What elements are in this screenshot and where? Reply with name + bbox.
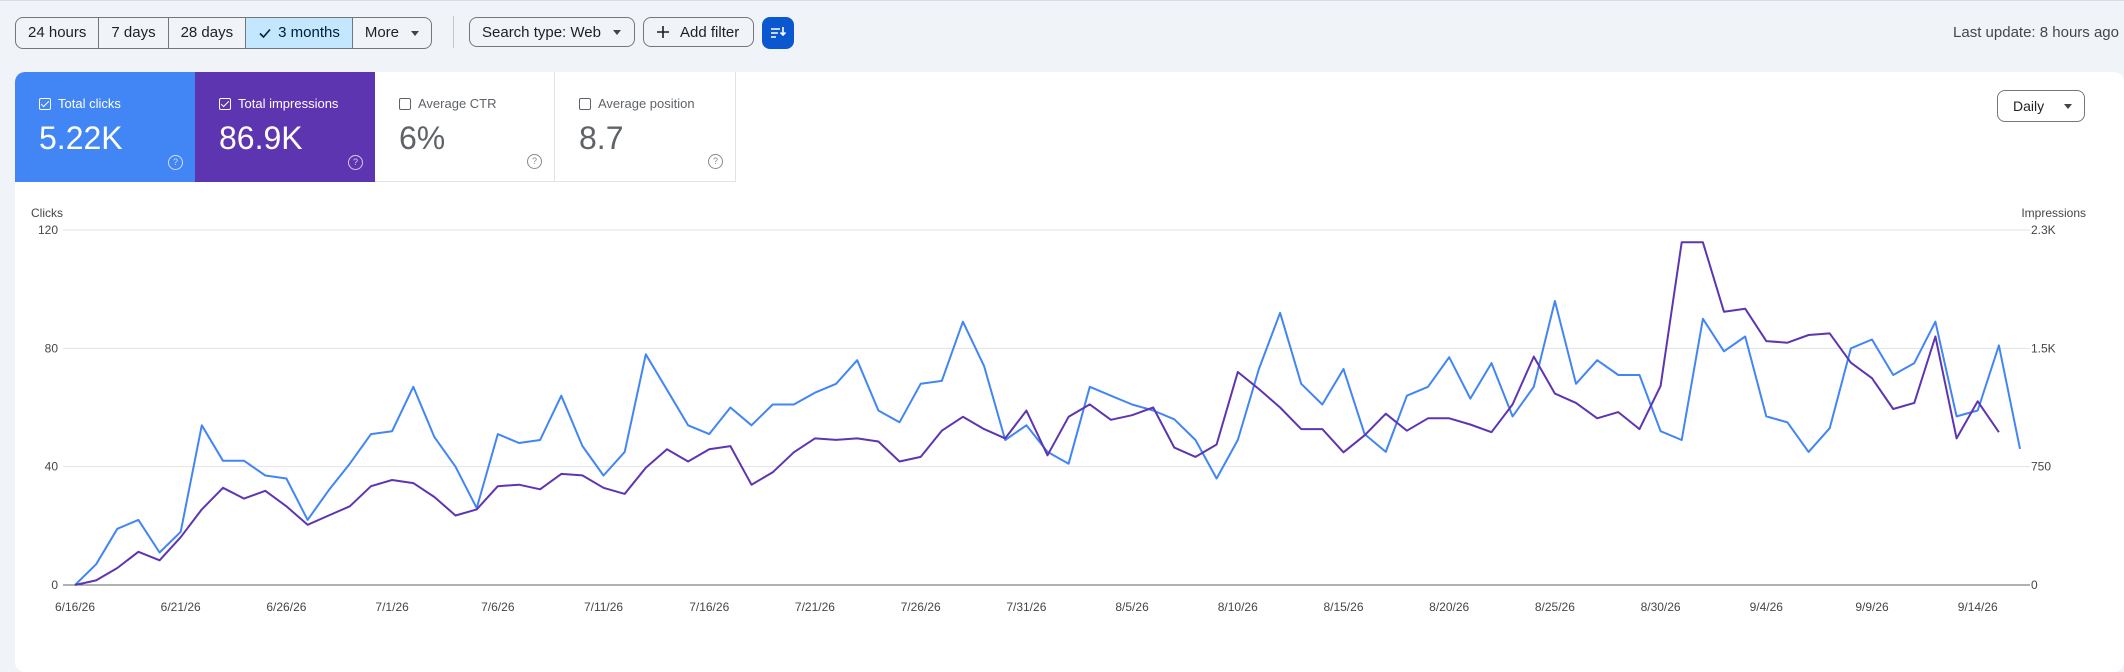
more-ranges-button[interactable]: More — [353, 18, 431, 48]
x-tick-label: 6/26/26 — [266, 600, 306, 614]
range-label: 24 hours — [28, 24, 87, 41]
metric-label-row: Total clicks — [39, 96, 121, 111]
x-tick-label: 7/6/26 — [481, 600, 515, 614]
toolbar-divider — [453, 16, 454, 48]
y-tick-label-left: 40 — [45, 460, 59, 474]
metric-label: Average position — [598, 96, 695, 111]
search-type-dropdown[interactable]: Search type: Web — [469, 17, 635, 47]
help-icon[interactable]: ? — [168, 155, 183, 170]
dropdown-caret-icon — [2064, 104, 2072, 109]
y-tick-label-right: 2.3K — [2031, 223, 2056, 237]
x-tick-label: 9/9/26 — [1855, 600, 1889, 614]
filter-list-icon — [771, 27, 787, 38]
x-tick-label: 8/30/26 — [1641, 600, 1681, 614]
checkbox-checked-icon[interactable] — [39, 97, 51, 110]
dropdown-caret-icon — [411, 30, 420, 36]
x-tick-label: 8/10/26 — [1218, 600, 1258, 614]
metric-value: 86.9K — [219, 120, 303, 156]
x-tick-label: 9/4/26 — [1750, 600, 1784, 614]
range-label: 7 days — [111, 24, 156, 41]
add-filter-label: Add filter — [680, 23, 740, 41]
help-icon[interactable]: ? — [348, 155, 363, 170]
range-label: 28 days — [180, 24, 234, 41]
metric-card-total-clicks[interactable]: Total clicks 5.22K ? — [15, 72, 195, 182]
y-tick-label-right: 0 — [2031, 578, 2038, 592]
x-tick-label: 9/14/26 — [1958, 600, 1998, 614]
metric-card-average-position[interactable]: Average position 8.7 ? — [555, 72, 736, 182]
filter-settings-button[interactable] — [762, 17, 794, 49]
date-range-selector: 24 hours 7 days 28 days 3 months More — [15, 17, 433, 49]
y-tick-label-right: 1.5K — [2031, 341, 2056, 355]
plus-icon — [657, 26, 669, 38]
y-tick-label-left: 80 — [45, 341, 59, 355]
clicks-series-line — [74, 300, 2021, 586]
y-tick-label-left: 120 — [38, 223, 58, 237]
metric-value: 8.7 — [579, 120, 624, 156]
metric-label: Total clicks — [58, 96, 121, 111]
performance-panel: Total clicks 5.22K ? Total impressions 8… — [15, 72, 2124, 672]
checkbox-unchecked-icon[interactable] — [579, 97, 591, 110]
x-tick-label: 7/16/26 — [689, 600, 729, 614]
range-7-days-button[interactable]: 7 days — [99, 18, 169, 48]
x-tick-label: 7/31/26 — [1006, 600, 1046, 614]
metric-label: Total impressions — [238, 96, 339, 111]
x-tick-label: 6/16/26 — [55, 600, 95, 614]
x-tick-label: 8/25/26 — [1535, 600, 1575, 614]
y-tick-label-right: 750 — [2031, 460, 2051, 474]
y-axis-title-left: Clicks — [31, 206, 63, 220]
x-tick-label: 7/26/26 — [901, 600, 941, 614]
y-axis-title-right: Impressions — [2021, 206, 2086, 220]
x-tick-label: 7/21/26 — [795, 600, 835, 614]
metric-value: 6% — [399, 120, 446, 156]
help-icon[interactable]: ? — [527, 154, 542, 169]
impressions-series-line — [74, 241, 2000, 586]
granularity-label: Daily — [2013, 98, 2045, 114]
x-tick-label: 8/5/26 — [1115, 600, 1149, 614]
y-tick-label-left: 0 — [51, 578, 58, 592]
search-type-label: Search type: Web — [482, 23, 601, 41]
metric-value: 5.22K — [39, 120, 123, 156]
add-filter-button[interactable]: Add filter — [643, 17, 754, 47]
x-tick-label: 7/1/26 — [375, 600, 409, 614]
toolbar: 24 hours 7 days 28 days 3 months More Se… — [0, 0, 2124, 66]
checkbox-unchecked-icon[interactable] — [399, 97, 411, 110]
range-label: 3 months — [278, 24, 340, 41]
range-28-days-button[interactable]: 28 days — [169, 18, 247, 48]
x-tick-label: 6/21/26 — [161, 600, 201, 614]
metric-label: Average CTR — [418, 96, 497, 111]
range-3-months-button[interactable]: 3 months — [246, 18, 353, 48]
checkbox-checked-icon[interactable] — [219, 97, 231, 110]
range-24-hours-button[interactable]: 24 hours — [16, 18, 100, 48]
last-update-text: Last update: 8 hours ago — [1953, 24, 2119, 41]
top-border — [0, 0, 2124, 1]
range-label: More — [364, 24, 400, 41]
x-tick-label: 8/15/26 — [1323, 600, 1363, 614]
x-tick-label: 8/20/26 — [1429, 600, 1469, 614]
help-icon[interactable]: ? — [708, 154, 723, 169]
dropdown-caret-icon — [612, 29, 621, 35]
metric-label-row: Average CTR — [399, 96, 497, 111]
metric-label-row: Average position — [579, 96, 695, 111]
metric-card-average-ctr[interactable]: Average CTR 6% ? — [375, 72, 555, 182]
x-tick-label: 7/11/26 — [584, 600, 623, 614]
metric-card-total-impressions[interactable]: Total impressions 86.9K ? — [195, 72, 375, 182]
metric-label-row: Total impressions — [219, 96, 338, 111]
check-icon — [259, 28, 271, 39]
granularity-dropdown[interactable]: Daily — [1997, 90, 2085, 122]
